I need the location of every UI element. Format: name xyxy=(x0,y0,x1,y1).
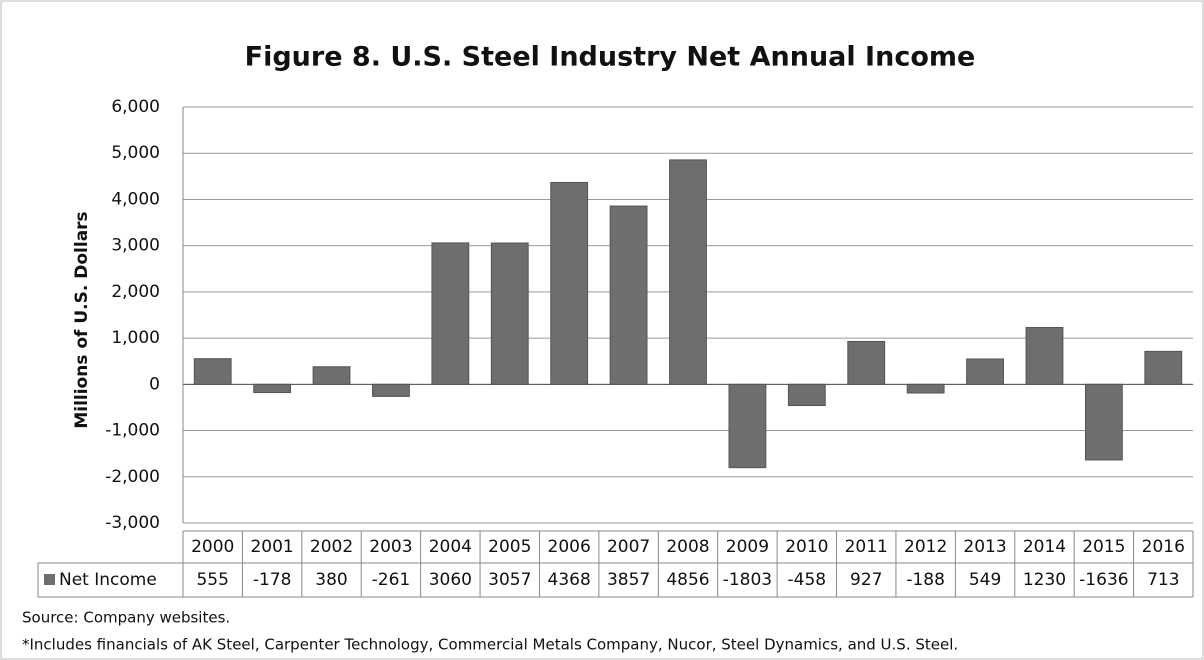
bar xyxy=(1144,350,1183,385)
bar xyxy=(847,340,886,385)
x-tick-label: 2006 xyxy=(548,537,591,557)
table-value: 380 xyxy=(315,570,347,590)
x-tick-label: 2003 xyxy=(369,537,412,557)
bar xyxy=(550,181,589,385)
table-value: -1636 xyxy=(1079,570,1128,590)
bar xyxy=(1084,383,1123,461)
x-tick-label: 2007 xyxy=(607,537,650,557)
table-value: 4856 xyxy=(666,570,709,590)
y-tick-label: -3,000 xyxy=(105,513,160,533)
table-value: 713 xyxy=(1147,570,1179,590)
bar xyxy=(193,358,232,385)
x-tick-label: 2013 xyxy=(963,537,1006,557)
bar xyxy=(372,383,410,397)
bar xyxy=(787,383,826,407)
x-tick-label: 2012 xyxy=(904,537,947,557)
table-value: 549 xyxy=(969,570,1001,590)
y-tick-label: 4,000 xyxy=(111,189,160,209)
x-tick-label: 2014 xyxy=(1023,537,1066,557)
y-tick-label: 1,000 xyxy=(111,328,160,348)
table-value: 3057 xyxy=(488,570,531,590)
legend-swatch xyxy=(44,574,55,585)
legend-label: Net Income xyxy=(59,570,157,590)
y-tick-label: 2,000 xyxy=(111,282,160,302)
bar xyxy=(490,242,529,385)
bar xyxy=(728,383,767,469)
y-tick-label: 5,000 xyxy=(111,143,160,163)
x-tick-label: 2016 xyxy=(1142,537,1185,557)
footnote: *Includes financials of AK Steel, Carpen… xyxy=(22,636,958,654)
x-tick-label: 2001 xyxy=(250,537,293,557)
bar xyxy=(609,205,648,385)
bar xyxy=(966,358,1004,385)
y-tick-label: 6,000 xyxy=(111,97,160,117)
source-note: Source: Company websites. xyxy=(22,609,230,627)
chart-title: Figure 8. U.S. Steel Industry Net Annual… xyxy=(245,42,976,73)
x-tick-label: 2002 xyxy=(310,537,353,557)
bar xyxy=(431,242,470,385)
bar xyxy=(253,383,292,394)
bar xyxy=(312,366,351,385)
bar xyxy=(669,159,707,385)
x-tick-label: 2000 xyxy=(191,537,234,557)
y-tick-label: -2,000 xyxy=(105,467,160,487)
x-tick-label: 2011 xyxy=(845,537,888,557)
table-value: -1803 xyxy=(723,570,772,590)
y-axis-label: Millions of U.S. Dollars xyxy=(72,211,92,428)
x-tick-label: 2004 xyxy=(429,537,472,557)
x-tick-label: 2009 xyxy=(726,537,769,557)
table-value: -178 xyxy=(253,570,292,590)
table-value: 1230 xyxy=(1023,570,1066,590)
x-tick-label: 2005 xyxy=(488,537,531,557)
table-value: 3060 xyxy=(429,570,472,590)
y-tick-label: -1,000 xyxy=(105,421,160,441)
table-value: -458 xyxy=(788,570,827,590)
x-tick-label: 2008 xyxy=(666,537,709,557)
bar xyxy=(1025,326,1064,385)
bar xyxy=(906,383,945,394)
table-value: 3857 xyxy=(607,570,650,590)
table-value: -261 xyxy=(372,570,411,590)
y-tick-label: 3,000 xyxy=(111,236,160,256)
y-tick-label: 0 xyxy=(149,374,160,394)
table-value: -188 xyxy=(906,570,945,590)
table-value: 4368 xyxy=(548,570,591,590)
table-value: 555 xyxy=(196,570,228,590)
x-tick-label: 2015 xyxy=(1082,537,1125,557)
x-tick-label: 2010 xyxy=(785,537,828,557)
table-value: 927 xyxy=(850,570,882,590)
